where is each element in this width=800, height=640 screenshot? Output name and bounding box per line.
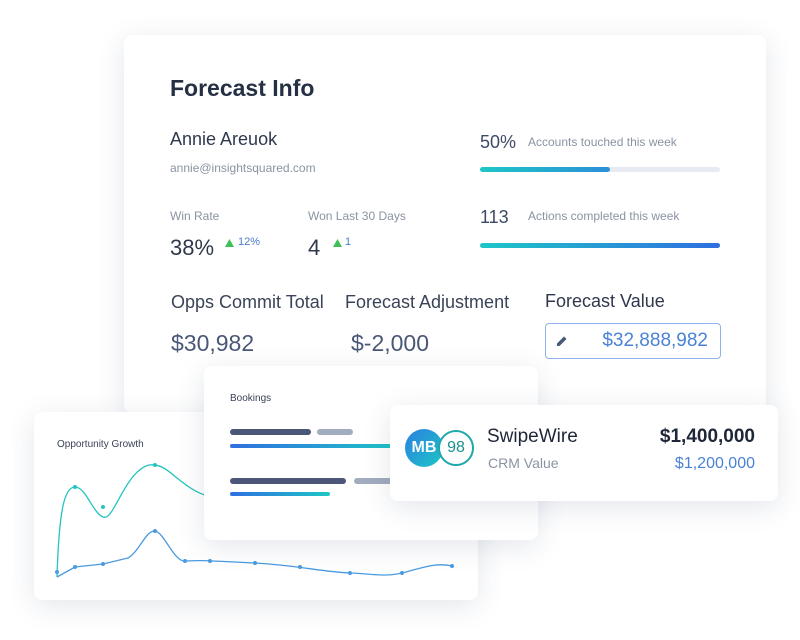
up-arrow [333,239,342,247]
progress-label: Accounts touched this week [528,135,677,149]
growth-line [56,464,264,578]
forecast-card: Forecast Info Annie Areuok annie@insight… [124,35,766,413]
stat-value: 38% [170,235,215,260]
progress-track [480,167,720,172]
metric-label: Forecast Adjustment [345,292,510,312]
card-title: Opportunity Growth [57,439,144,450]
stat-label: Won Last 30 Days [308,209,406,223]
input-value: $32,888,982 [602,330,708,351]
crm-value: $1,200,000 [674,455,755,472]
progress-track [480,243,720,248]
stat-value: 4 [308,235,321,260]
bookings-chart [230,429,400,496]
progress-label: Actions completed this week [528,209,680,223]
edit-icon[interactable] [556,335,568,347]
metric-label: Opps Commit Total [171,292,324,312]
stat-change: 1 [345,236,352,248]
forecast-input[interactable]: $32,888,982 [545,323,721,359]
account-subtitle: CRM Value [488,455,559,471]
stat-label: Win Rate [170,209,220,223]
account-name: SwipeWire [487,426,578,447]
card-title: Forecast Info [170,75,315,101]
progress-fill [480,243,720,248]
progress-value: 113 [480,207,509,227]
account-card: MB 98 SwipeWire CRM Value $1,400,000 $1,… [390,405,778,501]
avatar-initials: MB [411,439,437,456]
growth-chart [55,463,454,578]
metric-value: $30,982 [171,330,255,356]
user-email: annie@insightsquared.com [170,161,316,175]
account-value: $1,400,000 [659,426,755,447]
progress-fill [480,167,610,172]
card-title: Bookings [230,393,272,404]
metric-label: Forecast Value [545,291,665,311]
stat-change: 12% [238,236,261,248]
progress-value: 50% [480,132,517,152]
user-name: Annie Areuok [170,129,278,149]
metric-value: $-2,000 [351,330,430,356]
up-arrow [225,239,234,247]
score: 98 [447,439,465,456]
avatar-badges [405,429,474,467]
